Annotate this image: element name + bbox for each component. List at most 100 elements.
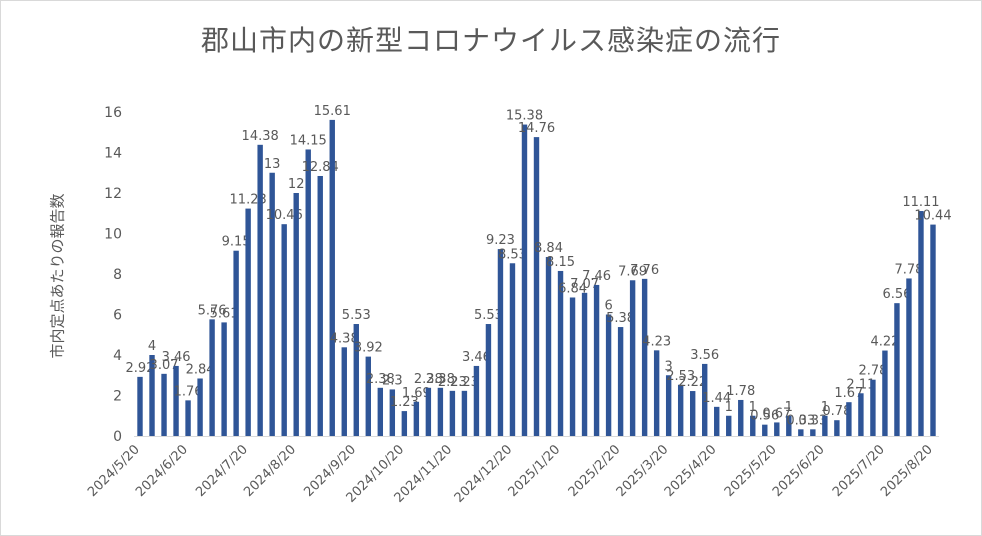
bar <box>858 393 864 436</box>
bar <box>329 119 335 437</box>
data-label: 1.23 <box>390 395 419 410</box>
bar <box>930 224 936 436</box>
bar <box>185 400 191 436</box>
x-tick-label: 2025/6/20 <box>770 442 828 500</box>
data-label: 13 <box>264 157 281 172</box>
data-label: 2.78 <box>858 364 887 379</box>
bar <box>293 193 299 436</box>
bar <box>497 249 504 436</box>
data-label: 8.15 <box>546 255 575 270</box>
bar <box>834 420 840 436</box>
data-label: 4.38 <box>330 331 359 346</box>
y-tick-label: 12 <box>104 186 122 202</box>
data-label: 5.53 <box>474 308 503 323</box>
data-label: 1.78 <box>726 384 755 399</box>
bar <box>233 250 239 436</box>
bar <box>786 415 792 436</box>
bar <box>389 389 396 436</box>
data-label: 14.15 <box>290 133 327 148</box>
data-label: 7.69 <box>618 264 647 279</box>
bar <box>822 415 828 436</box>
bar <box>401 411 408 436</box>
data-label: 1 <box>785 400 793 415</box>
x-tick-label: 2025/4/20 <box>662 442 720 500</box>
y-tick-label: 2 <box>113 389 122 405</box>
data-label: 3 <box>665 359 673 374</box>
data-label: 4.22 <box>870 335 899 350</box>
bar <box>750 415 756 436</box>
data-label: 3.07 <box>150 358 179 373</box>
bar <box>714 406 720 436</box>
bar <box>629 280 636 436</box>
bar <box>762 424 768 436</box>
bar <box>473 365 480 436</box>
data-label: 0.56 <box>750 409 779 424</box>
bar <box>485 324 492 436</box>
data-label: 2.23 <box>450 375 479 390</box>
bar <box>617 327 624 436</box>
data-label: 7.46 <box>582 269 611 284</box>
bar <box>581 292 588 436</box>
x-tick-label: 2025/8/20 <box>878 442 936 500</box>
y-tick-label: 8 <box>113 267 122 283</box>
bar <box>882 350 888 436</box>
data-label: 3.46 <box>462 350 491 365</box>
bar <box>257 144 263 436</box>
data-label: 14.76 <box>518 121 555 136</box>
data-label: 12.84 <box>302 160 339 175</box>
y-tick-label: 16 <box>104 105 122 121</box>
bar <box>461 390 468 436</box>
x-tick-label: 2024/8/20 <box>241 442 299 500</box>
data-label: 12 <box>288 177 305 192</box>
bar <box>377 387 384 436</box>
data-label: 4 <box>148 339 156 354</box>
data-label: 9.15 <box>222 235 251 250</box>
bar <box>449 390 456 436</box>
data-label: 3.56 <box>690 348 719 363</box>
data-label: 1.69 <box>402 386 431 401</box>
data-label: 1.67 <box>834 386 863 401</box>
data-label: 14.38 <box>242 129 279 144</box>
x-tick-label: 2025/1/20 <box>506 442 564 500</box>
data-label: 1.76 <box>174 384 203 399</box>
bar <box>413 401 420 436</box>
bar <box>641 278 648 436</box>
bar <box>798 429 804 436</box>
bar <box>437 387 444 436</box>
bar <box>689 391 696 436</box>
bar <box>209 319 215 436</box>
data-label: 11.11 <box>902 195 939 210</box>
data-label: 2.11 <box>846 377 875 392</box>
bar <box>221 322 227 436</box>
bar <box>149 355 155 436</box>
bar <box>269 172 275 436</box>
data-label: 5.53 <box>342 308 371 323</box>
bar <box>137 376 143 436</box>
bar <box>521 124 528 437</box>
data-label: 11.23 <box>230 193 267 208</box>
bar <box>665 375 672 436</box>
bar <box>317 175 323 437</box>
data-label: 8.53 <box>498 247 527 262</box>
data-label: 1 <box>749 400 757 415</box>
data-label: 7.07 <box>570 277 599 292</box>
bar <box>281 224 287 436</box>
data-label: 0.33 <box>798 413 827 428</box>
data-label: 10.44 <box>914 209 951 224</box>
data-label: 2.53 <box>666 369 695 384</box>
data-label: 5.76 <box>198 303 227 318</box>
bar <box>593 284 600 436</box>
data-label: 6 <box>604 299 612 314</box>
bar <box>894 303 900 436</box>
data-label: 3.92 <box>354 341 383 356</box>
data-label: 6.56 <box>882 287 911 302</box>
bar <box>557 270 564 436</box>
data-label: 2.23 <box>438 375 467 390</box>
bar <box>533 137 540 437</box>
chart-title: 郡山市内の新型コロナウイルス感染症の流行 <box>200 24 781 57</box>
data-label: 1 <box>725 400 733 415</box>
y-tick-label: 6 <box>113 308 122 324</box>
data-label: 6.84 <box>558 281 587 296</box>
